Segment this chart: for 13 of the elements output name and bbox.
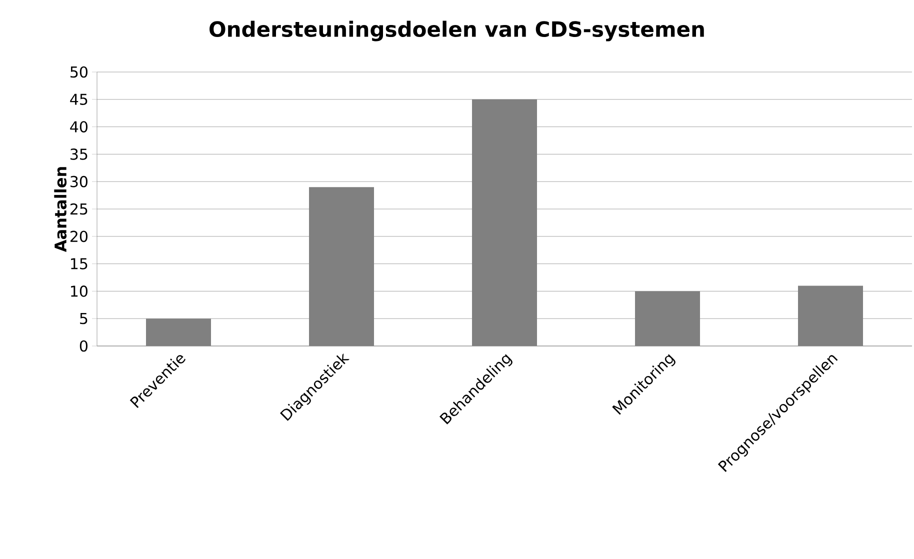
y-tick-label: 15 (71, 258, 88, 270)
y-tick-label: 30 (70, 176, 88, 188)
y-tick-label: 20 (70, 230, 88, 242)
y-tick-label: 40 (70, 121, 88, 132)
y-tick-label: 35 (70, 148, 88, 160)
y-tick-label: 25 (70, 203, 88, 215)
y-tick-label: 10 (71, 286, 88, 297)
y-tick-label: 5 (80, 313, 88, 324)
chart-title: Ondersteuningsdoelen van CDS-systemen (210, 20, 704, 42)
y-tick-label: 50 (70, 66, 88, 78)
y-tick-label: 45 (70, 94, 88, 105)
y-tick-label: 0 (80, 340, 88, 352)
y-axis-title: Aantallen (54, 167, 67, 252)
